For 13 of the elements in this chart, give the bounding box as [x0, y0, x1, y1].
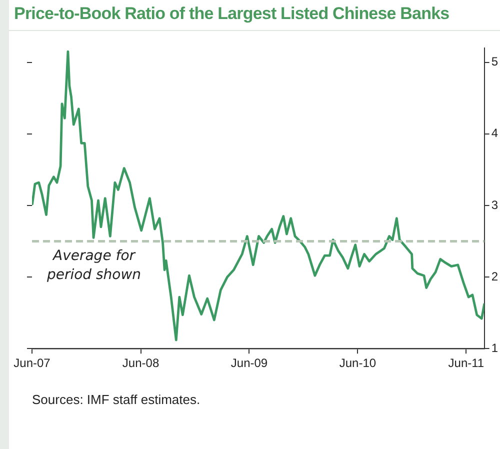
x-tick-label: Jun-10: [339, 356, 376, 370]
y-tick-label: 1: [491, 340, 498, 355]
y-tick-label: 4: [491, 126, 498, 140]
chart-title: Price-to-Book Ratio of the Largest Listed Chinese Banks: [14, 4, 450, 24]
x-tick-label: Jun-11: [448, 356, 484, 370]
x-tick-label: Jun-09: [230, 356, 268, 370]
y-tick-label: 2: [491, 269, 498, 284]
source-note: Sources: IMF staff estimates.: [32, 392, 200, 407]
y-tick-label: 5: [491, 54, 498, 69]
y-tick-label: 3: [491, 198, 498, 212]
x-tick-label: Jun-07: [14, 356, 51, 370]
x-tick-label: Jun-08: [122, 356, 160, 370]
ref-line-label: Average for period shown: [46, 248, 142, 284]
